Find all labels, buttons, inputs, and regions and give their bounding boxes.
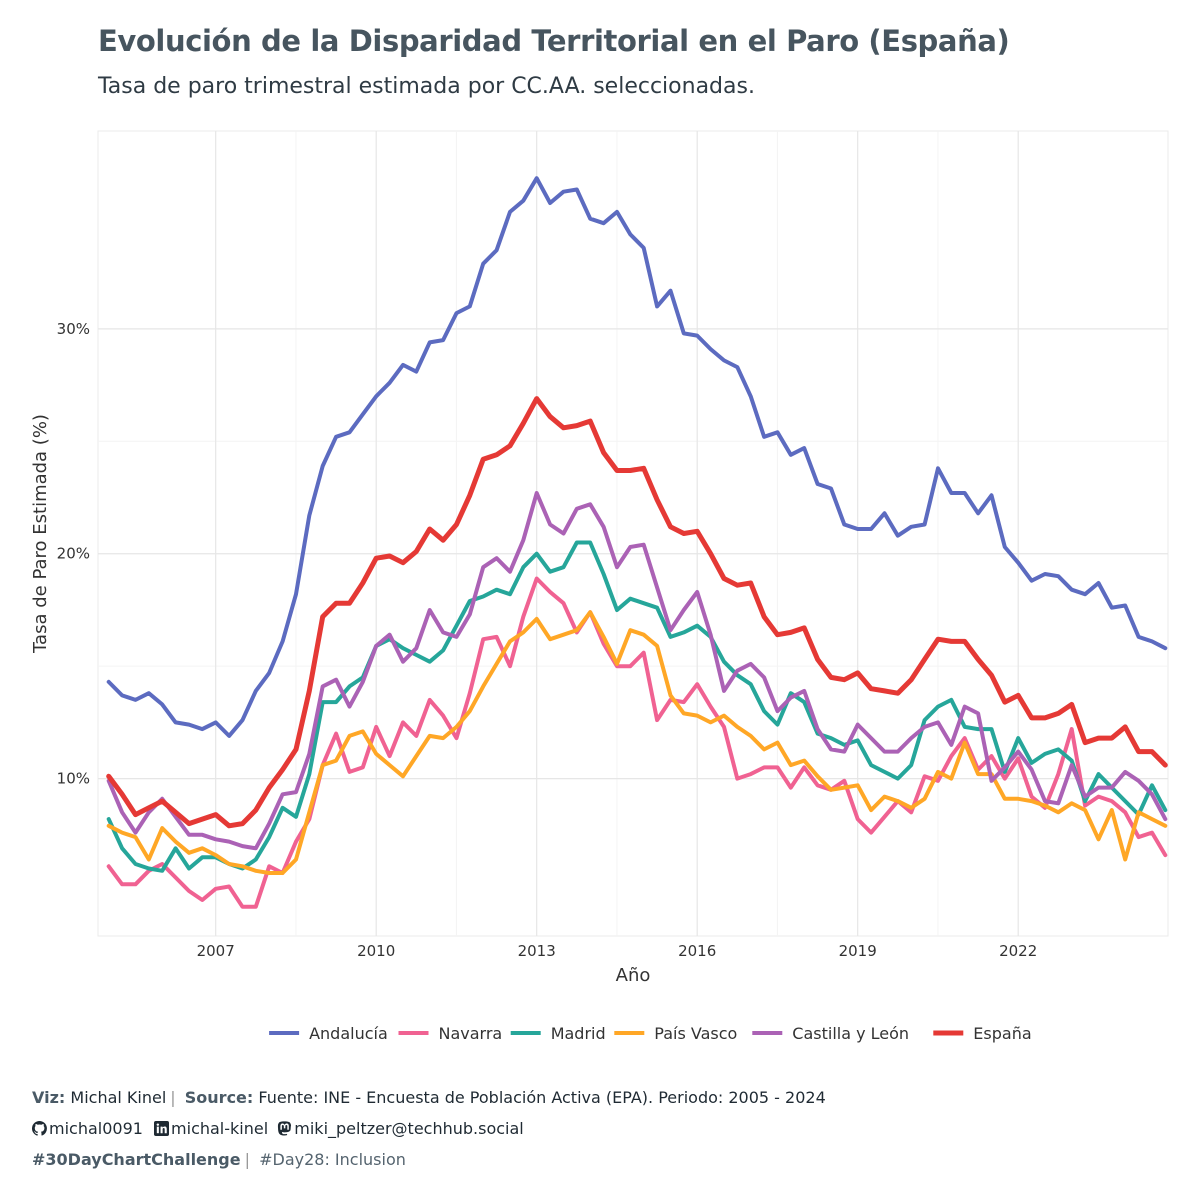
series-line-madrid [106, 540, 1168, 873]
linkedin-handle[interactable]: michal-kinel [171, 1119, 269, 1138]
github-handle[interactable]: michal0091 [49, 1119, 143, 1138]
source-text: Fuente: INE - Encuesta de Población Acti… [258, 1088, 826, 1107]
legend-label: España [973, 1024, 1031, 1043]
mastodon-handle[interactable]: miki_peltzer@techhub.social [294, 1119, 524, 1138]
y-tick-label: 30% [57, 320, 90, 338]
hashtag-line: #30DayChartChallenge | #Day28: Inclusion [32, 1150, 406, 1169]
legend-label: Navarra [439, 1024, 503, 1043]
viz-author: Michal Kinel [70, 1088, 167, 1107]
github-icon [32, 1121, 47, 1136]
x-tick-label: 2022 [999, 942, 1037, 960]
y-tick-label: 20% [57, 545, 90, 563]
chart-subtitle: Tasa de paro trimestral estimada por CC.… [98, 74, 755, 99]
axes: 2007 2010 2013 2016 2019 2022 10% 20% 30% Año Tasa… [30, 320, 1037, 986]
legend-label: Andalucía [309, 1024, 388, 1043]
series-line-castilla-y-león [106, 491, 1168, 851]
grid [97, 130, 1169, 937]
legend-label: Madrid [551, 1024, 606, 1043]
y-tick-label: 10% [57, 770, 90, 788]
social-line: michal0091 michal-kinel miki_peltzer@tec… [32, 1119, 524, 1138]
challenge-hashtag[interactable]: #30DayChartChallenge [32, 1150, 241, 1169]
series-line-españa [106, 396, 1168, 829]
y-axis-title: Tasa de Paro Estimada (%) [30, 414, 51, 654]
x-tick-label: 2019 [839, 942, 877, 960]
source-label: Source: [184, 1088, 254, 1107]
viz-label: Viz: [32, 1088, 66, 1107]
x-tick-label: 2013 [518, 942, 556, 960]
x-tick-label: 2007 [197, 942, 235, 960]
series-line-andalucía [106, 176, 1168, 738]
credits-line: Viz: Michal Kinel | Source: Fuente: INE -… [32, 1088, 826, 1107]
x-tick-label: 2016 [678, 942, 716, 960]
plot-panel [97, 130, 1169, 937]
legend-label: Castilla y León [792, 1024, 909, 1043]
series-line-navarra [106, 576, 1168, 909]
x-tick-label: 2010 [357, 942, 395, 960]
series-line-país-vasco [106, 610, 1168, 875]
legend: Andalucía Navarra Madrid País Vasco Castilla… [269, 1024, 1032, 1043]
legend-label: País Vasco [654, 1024, 737, 1043]
linkedin-icon [154, 1121, 170, 1136]
day-hashtag[interactable]: #Day28: Inclusion [259, 1150, 406, 1169]
x-axis-title: Año [616, 965, 651, 986]
mastodon-icon [278, 1121, 292, 1136]
series-lines [106, 176, 1168, 909]
chart-title: Evolución de la Disparidad Territorial e… [98, 24, 1010, 58]
